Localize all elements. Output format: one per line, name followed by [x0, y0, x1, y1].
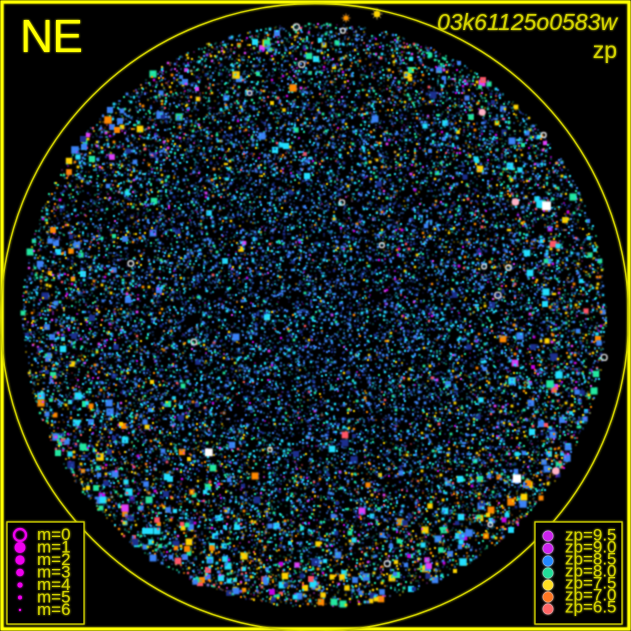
svg-text:03k61125o0583w: 03k61125o0583w: [437, 9, 618, 35]
svg-text:zp=6.5: zp=6.5: [565, 598, 617, 617]
svg-text:NE: NE: [20, 10, 82, 62]
svg-text:m=6: m=6: [37, 600, 71, 619]
svg-text:zp: zp: [593, 37, 617, 63]
